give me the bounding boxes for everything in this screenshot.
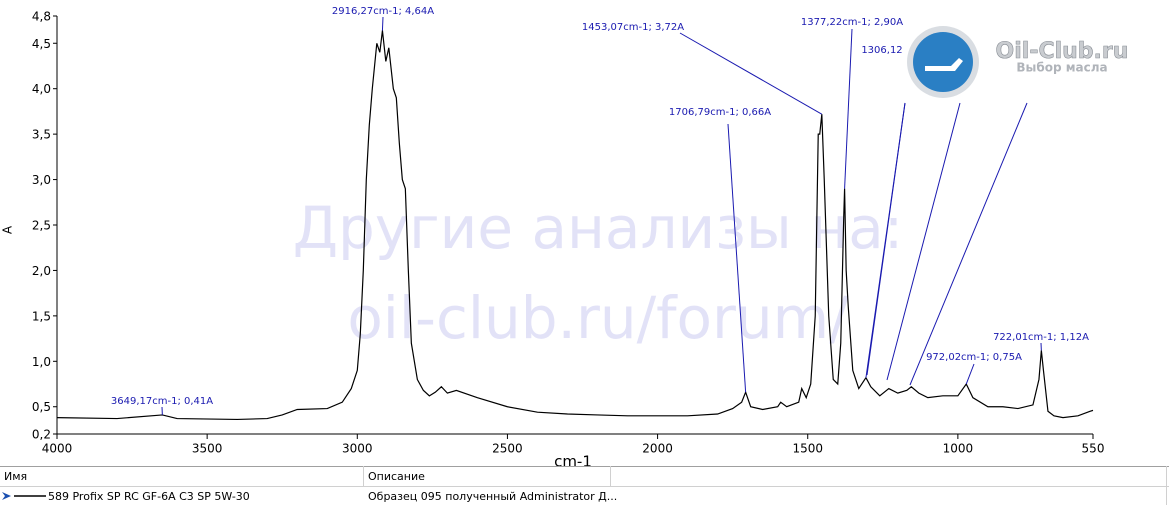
x-tick-label: 1000	[943, 442, 974, 456]
table: Имя Описание 589 Profix SP RC GF-6A C3 S…	[0, 466, 1169, 505]
watermark: oil-club.ru/forum/	[347, 284, 849, 352]
table-header: Описание	[368, 470, 425, 483]
x-tick-label: 2500	[492, 442, 523, 456]
x-tick-label: 3000	[342, 442, 373, 456]
annotation-label: 2916,27cm-1; 4,64A	[332, 6, 434, 17]
table-cell[interactable]: Образец 095 полученный Administrator Д..…	[368, 490, 617, 503]
y-tick-label: 4,8	[32, 10, 51, 24]
annotation-label: 722,01cm-1; 1,12A	[993, 332, 1089, 343]
y-tick-label: 4,5	[32, 37, 51, 51]
y-tick-label: 1,0	[32, 355, 51, 369]
table-header: Имя	[4, 470, 27, 483]
annotation-label: 1706,79cm-1; 0,66A	[669, 107, 771, 118]
y-tick-label: 3,0	[32, 173, 51, 187]
annotation-label: 1377,22cm-1; 2,90A	[801, 17, 903, 28]
annotation-label: 1306,12	[861, 45, 902, 56]
x-tick-label: 1500	[792, 442, 823, 456]
y-tick-label: 0,2	[32, 428, 51, 442]
x-tick-label: 3500	[192, 442, 223, 456]
y-tick-label: 2,0	[32, 264, 51, 278]
y-tick-label: 1,5	[32, 309, 51, 323]
y-tick-label: 0,5	[32, 400, 51, 414]
y-axis-label: A	[1, 225, 15, 234]
logo-disc	[913, 32, 973, 92]
leader-line	[382, 17, 383, 31]
table-cell[interactable]: 589 Profix SP RC GF-6A C3 SP 5W-30	[48, 490, 250, 503]
x-tick-label: 4000	[42, 442, 73, 456]
annotation-label: 972,02cm-1; 0,75A	[926, 352, 1022, 363]
logo-subtext: Выбор масла	[1016, 61, 1107, 75]
y-tick-label: 3,5	[32, 128, 51, 142]
y-tick-label: 4,0	[32, 82, 51, 96]
watermark: Другие анализы на:	[293, 194, 904, 262]
y-tick-label: 2,5	[32, 219, 51, 233]
x-tick-label: 550	[1082, 442, 1105, 456]
x-tick-label: 2000	[642, 442, 673, 456]
annotation-label: 3649,17cm-1; 0,41A	[111, 396, 213, 407]
annotation-label: 1453,07cm-1; 3,72A	[582, 22, 684, 33]
